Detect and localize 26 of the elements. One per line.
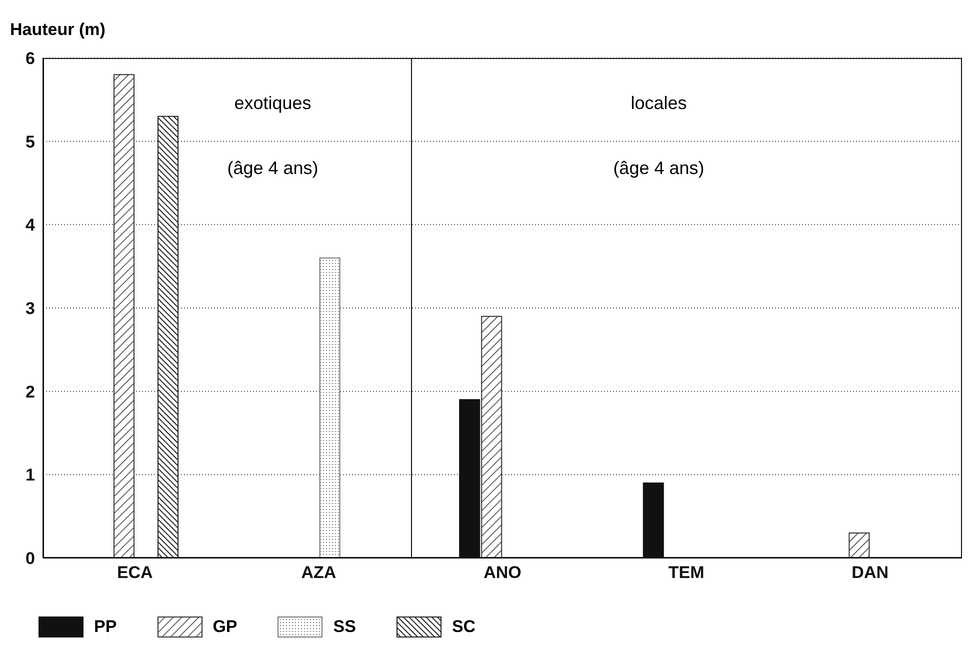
bar [848,532,870,558]
bar [319,258,340,558]
x-tick-label: ECA [116,563,153,582]
y-tick-label: 0 [26,549,35,568]
legend-label: SC [452,617,476,637]
bar [158,116,178,558]
y-tick-label: 1 [26,466,35,485]
y-tick-label: 4 [26,216,36,235]
legend-label: GP [212,617,238,637]
annotation: (âge 4 ans) [613,158,704,179]
legend-label: SS [333,617,356,637]
annotation: locales [630,93,687,114]
x-tick-label: AZA [301,563,336,582]
y-axis-title: Hauteur (m) [10,20,106,40]
x-tick-label: TEM [668,563,704,582]
y-tick-label: 5 [26,132,35,152]
bar [481,316,502,558]
y-tick-label: 6 [26,49,35,68]
y-tick-label: 2 [26,382,35,402]
x-tick-label: DAN [852,563,889,582]
bar [114,74,134,558]
annotation: (âge 4 ans) [227,158,318,179]
x-tick-label: ANO [484,563,522,582]
annotation: exotiques [234,93,312,114]
legend-label: PP [94,617,117,637]
y-tick-label: 3 [26,299,35,318]
